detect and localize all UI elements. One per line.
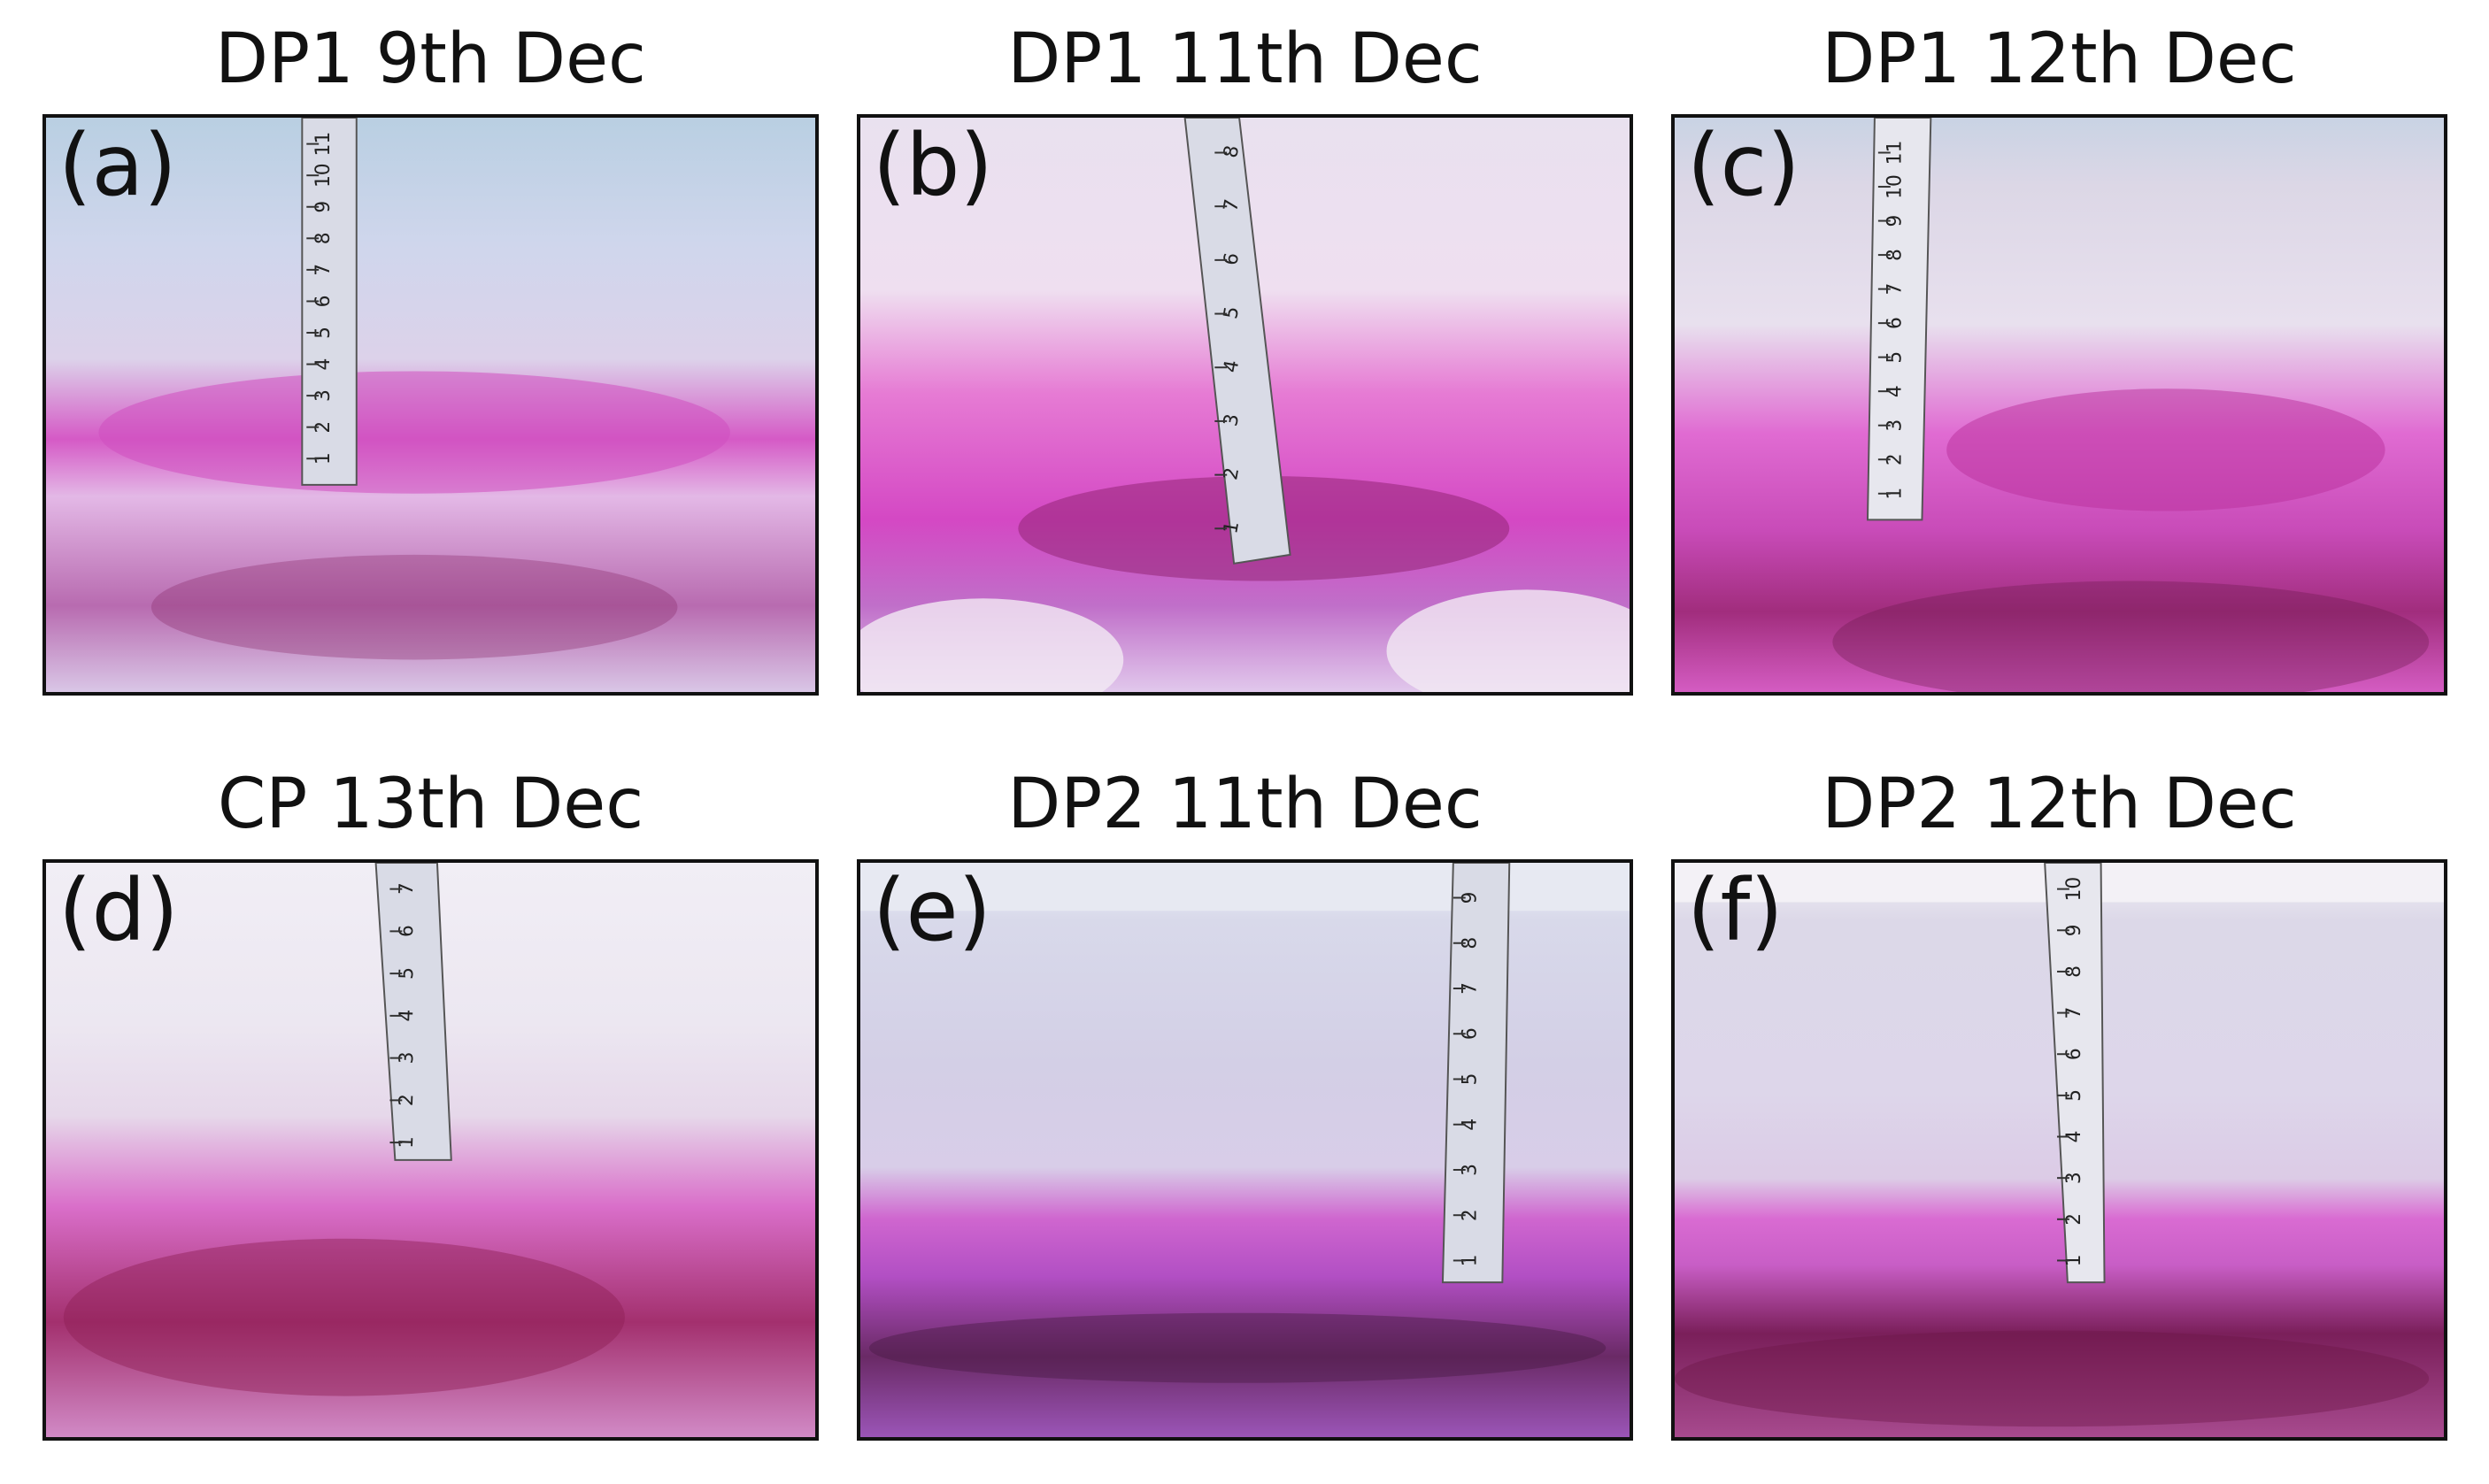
ruler-tick-label: 5 xyxy=(2063,1089,2085,1102)
panel-b: DP1 11th Dec 1 2 3 4 5 6 7 8 (b) xyxy=(857,19,1633,696)
panel-label: (e) xyxy=(873,861,991,960)
ruler-tick-label: 9 xyxy=(1884,215,1907,227)
ruler-tick-label: 4 xyxy=(2063,1131,2085,1143)
panel-label: (c) xyxy=(1687,116,1800,215)
snow-profile-photo: 1 2 3 4 5 6 7 8 9 10 11 xyxy=(42,114,819,696)
ruler-tick-label: 7 xyxy=(2063,1007,2085,1019)
ruler-tick-label: 3 xyxy=(2063,1172,2085,1184)
ruler-tick-label: 4 xyxy=(1460,1119,1482,1131)
panel-a: DP1 9th Dec 1 2 3 4 5 6 7 8 9 10 11 (a) xyxy=(42,19,819,696)
ruler-tick-label: 7 xyxy=(396,882,419,896)
ruler-tick-label: 3 xyxy=(1884,419,1907,432)
ruler-tick-label: 6 xyxy=(396,925,419,938)
ruler-tick-label: 8 xyxy=(1460,937,1482,950)
snow-profile-photo: 1 2 3 4 5 6 7 8 xyxy=(857,114,1633,696)
ruler-tick-label: 8 xyxy=(312,232,335,244)
ruler-tick-label: 3 xyxy=(312,389,335,402)
ruler-tick-label: 8 xyxy=(2063,965,2085,978)
panel-label: (a) xyxy=(58,116,177,215)
ruler-tick-label: 8 xyxy=(1884,249,1907,261)
ruler-tick-label: 2 xyxy=(1220,465,1244,481)
ruler-tick-label: 1 xyxy=(2063,1255,2085,1267)
panel-title: DP2 12th Dec xyxy=(1822,765,2297,844)
panel-d: CP 13th Dec 1 2 3 4 5 6 7 (d) xyxy=(42,765,819,1441)
ruler-tick-label: 4 xyxy=(396,1009,419,1022)
ruler-tick-label: 9 xyxy=(2063,924,2085,936)
ruler-tick-label: 5 xyxy=(1220,304,1244,320)
ruler-tick-label: 4 xyxy=(1220,358,1244,374)
ruler-tick-label: 5 xyxy=(1884,351,1907,364)
ruler-tick-label: 3 xyxy=(1220,412,1244,428)
snow-profile-photo: 1 2 3 4 5 6 7 xyxy=(42,859,819,1441)
panel-label: (d) xyxy=(58,861,179,960)
ruler-tick-label: 2 xyxy=(312,421,335,434)
ruler-tick-label: 5 xyxy=(1460,1073,1482,1086)
ruler-tick-label: 3 xyxy=(396,1051,419,1065)
ruler-tick-label: 1 xyxy=(312,452,335,465)
panel-title: DP1 9th Dec xyxy=(215,19,646,99)
ruler-tick-label: 1 xyxy=(1460,1255,1482,1267)
ruler-tick-label: 1 xyxy=(396,1136,419,1150)
ruler-tick-label: 6 xyxy=(1460,1027,1482,1040)
panel-label: (f) xyxy=(1687,861,1784,960)
ruler-tick-label: 7 xyxy=(1220,197,1244,213)
ruler-tick-label: 1 xyxy=(1884,488,1907,500)
ruler-tick-label: 5 xyxy=(396,967,419,980)
panel-e: DP2 11th Dec 1 2 3 4 5 6 7 8 9 xyxy=(857,765,1633,1441)
panel-title: DP1 12th Dec xyxy=(1822,19,2297,99)
ruler-tick-label: 6 xyxy=(1884,317,1907,329)
snow-profile-photo: 1 2 3 4 5 6 7 8 9 xyxy=(857,859,1633,1441)
ruler-tick-label: 6 xyxy=(2063,1048,2085,1060)
ruler-tick-label: 6 xyxy=(312,296,335,308)
ruler-tick-label: 4 xyxy=(1884,385,1907,397)
ruler-tick-label: 7 xyxy=(1460,982,1482,995)
panel-title: DP2 11th Dec xyxy=(1007,765,1483,844)
snow-profile-photo: 1 2 3 4 5 6 7 8 9 10 11 xyxy=(1671,114,2447,696)
ruler-tick-label: 9 xyxy=(312,201,335,213)
ruler: 1 2 3 4 5 6 7 8 9 xyxy=(1441,863,1511,1284)
ruler-tick-label: 2 xyxy=(1884,453,1907,465)
ruler: 1 2 3 4 5 6 7 xyxy=(374,863,452,1161)
ruler-tick-label: 2 xyxy=(1460,1209,1482,1221)
ruler-tick-label: 8 xyxy=(1220,143,1244,159)
ruler-tick-label: 4 xyxy=(312,358,335,371)
panel-title: DP1 11th Dec xyxy=(1007,19,1483,99)
ruler-tick-label: 7 xyxy=(1884,283,1907,296)
ruler-tick-label: 9 xyxy=(1460,892,1482,904)
panel-title: CP 13th Dec xyxy=(217,765,644,844)
ruler-tick-label: 2 xyxy=(396,1094,419,1107)
snow-profile-photo: 1 2 3 4 5 6 7 8 9 10 xyxy=(1671,859,2447,1441)
ruler: 1 2 3 4 5 6 7 8 xyxy=(1183,118,1291,565)
panel-f: DP2 12th Dec 1 2 3 4 5 6 7 8 9 10 xyxy=(1671,765,2447,1441)
ruler-tick-label: 5 xyxy=(312,327,335,339)
ruler-tick-label: 2 xyxy=(2063,1213,2085,1226)
panel-label: (b) xyxy=(873,116,993,215)
panel-c: DP1 12th Dec 1 2 3 4 5 6 7 8 9 10 11 (c) xyxy=(1671,19,2447,696)
ruler-tick-label: 7 xyxy=(312,264,335,276)
ruler-tick-label: 1 xyxy=(1220,519,1244,535)
ruler-tick-label: 3 xyxy=(1460,1164,1482,1176)
ruler-tick-label: 6 xyxy=(1220,251,1244,267)
